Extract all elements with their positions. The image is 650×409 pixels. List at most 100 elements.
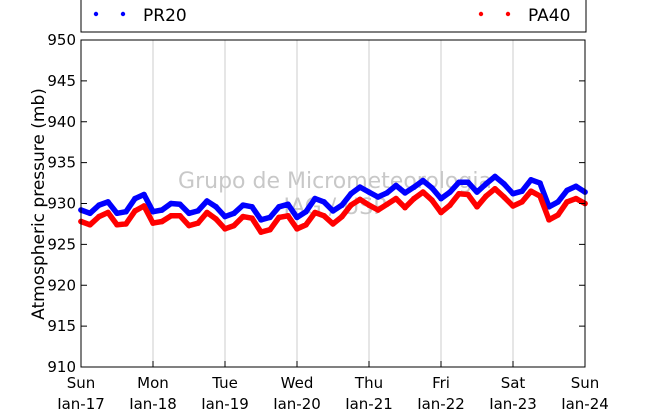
data-point-pr20-23: [285, 201, 291, 208]
data-point-pa40-6: [132, 208, 138, 214]
legend-marker-pr20-b: [120, 11, 126, 17]
data-point-pa40-20: [258, 229, 264, 235]
data-point-pr20-47: [501, 181, 507, 187]
data-point-pr20-44: [474, 189, 480, 195]
data-point-pr20-7: [141, 191, 147, 198]
data-point-pr20-9: [159, 207, 165, 213]
data-point-pr20-5: [123, 208, 129, 215]
y-tick-label-925: 925: [47, 235, 76, 253]
data-point-pa40-45: [483, 193, 489, 199]
series-pa40: [78, 185, 588, 235]
data-point-pr20-4: [114, 210, 120, 217]
plot-area: [81, 40, 585, 367]
data-point-pa40-17: [231, 222, 237, 229]
data-point-pa40-29: [339, 213, 345, 220]
data-point-pr20-1: [87, 210, 93, 217]
data-point-pr20-51: [537, 180, 543, 186]
data-point-pa40-21: [267, 226, 273, 233]
data-point-pa40-14: [204, 209, 210, 216]
legend-marker-pa40-a: [478, 11, 484, 17]
data-point-pr20-2: [96, 202, 102, 208]
data-point-pr20-48: [510, 190, 516, 197]
data-point-pr20-30: [348, 190, 354, 197]
data-point-pa40-4: [114, 221, 120, 228]
data-point-pr20-10: [168, 200, 174, 207]
x-tick-day-2: Tue: [211, 374, 238, 392]
series-pr20: [78, 173, 588, 223]
axes: 910 915 920 925 930 935 940 945 950 Sun Jan-17 Mon J…: [47, 31, 608, 409]
data-point-pr20-13: [195, 208, 201, 214]
x-tick-day-3: Wed: [281, 374, 314, 392]
data-point-pr20-35: [393, 182, 399, 189]
data-point-pa40-35: [393, 195, 399, 202]
data-point-pa40-24: [294, 226, 300, 232]
data-point-pa40-9: [159, 218, 165, 225]
data-point-pa40-51: [537, 193, 543, 199]
plot-frame: [80, 39, 586, 368]
data-point-pa40-54: [564, 199, 570, 205]
data-point-pa40-55: [573, 195, 579, 202]
x-tick-date-2: Jan-19: [200, 395, 249, 409]
y-tick-label-940: 940: [47, 113, 76, 131]
data-point-pr20-38: [420, 177, 426, 184]
data-point-pa40-30: [348, 202, 354, 208]
legend-entry-pr20: PR20: [93, 6, 187, 26]
data-point-pa40-2: [96, 213, 102, 220]
data-point-pa40-25: [303, 221, 309, 228]
data-point-pr20-24: [294, 214, 300, 221]
y-tick-label-945: 945: [47, 72, 76, 90]
x-tick-day-5: Fri: [432, 374, 450, 392]
data-point-pa40-19: [249, 215, 255, 222]
data-point-pr20-29: [339, 202, 345, 208]
data-point-pa40-39: [429, 197, 435, 204]
data-point-pr20-54: [564, 187, 570, 194]
data-point-pr20-15: [213, 203, 219, 210]
data-point-pr20-49: [519, 188, 525, 195]
x-tick-day-4: Thu: [354, 374, 383, 392]
data-point-pa40-32: [366, 202, 372, 208]
y-tick-label-920: 920: [47, 276, 76, 294]
data-point-pa40-11: [177, 212, 183, 219]
data-point-pa40-53: [555, 212, 561, 218]
data-point-pr20-28: [330, 208, 336, 214]
data-point-pr20-20: [258, 217, 264, 223]
watermark: Grupo de Micrometeorologia IAG / USP: [178, 169, 492, 220]
y-tick-label-950: 950: [47, 31, 76, 49]
data-point-pr20-21: [267, 214, 273, 221]
data-point-pa40-22: [276, 214, 282, 221]
data-point-pa40-42: [456, 190, 462, 197]
data-point-pr20-41: [447, 189, 453, 195]
data-point-pr20-37: [411, 184, 417, 190]
data-point-pa40-10: [168, 212, 174, 219]
data-point-pr20-18: [240, 202, 246, 208]
data-point-pr20-8: [150, 208, 156, 215]
data-point-pr20-3: [105, 199, 111, 205]
data-point-pa40-41: [447, 202, 453, 208]
data-point-pr20-52: [546, 203, 552, 210]
data-point-pr20-12: [186, 210, 192, 217]
data-point-pr20-17: [231, 210, 237, 217]
x-tick-day-0: Sun: [67, 374, 96, 392]
data-point-pr20-25: [303, 208, 309, 215]
data-point-pa40-34: [384, 201, 390, 208]
data-point-pr20-27: [321, 199, 327, 205]
watermark-line-1: Grupo de Micrometeorologia: [178, 169, 492, 194]
y-tick-label-930: 930: [47, 195, 76, 213]
data-point-pr20-26: [312, 195, 318, 202]
data-point-pr20-45: [483, 181, 489, 187]
data-point-pa40-44: [474, 203, 480, 210]
data-point-pa40-8: [150, 220, 156, 226]
data-point-pr20-19: [249, 203, 255, 210]
data-point-pa40-16: [222, 226, 228, 232]
data-point-pr20-42: [456, 179, 462, 186]
data-point-pr20-50: [528, 176, 534, 183]
data-point-pa40-50: [528, 188, 534, 195]
data-point-pr20-31: [357, 184, 363, 190]
data-point-pr20-6: [132, 195, 138, 202]
legend-label-pa40: PA40: [528, 6, 570, 26]
x-tick-date-3: Jan-20: [272, 395, 321, 409]
legend-marker-pr20-a: [93, 11, 99, 17]
x-tick-day-6: Sat: [501, 374, 526, 392]
data-point-pa40-26: [312, 209, 318, 216]
